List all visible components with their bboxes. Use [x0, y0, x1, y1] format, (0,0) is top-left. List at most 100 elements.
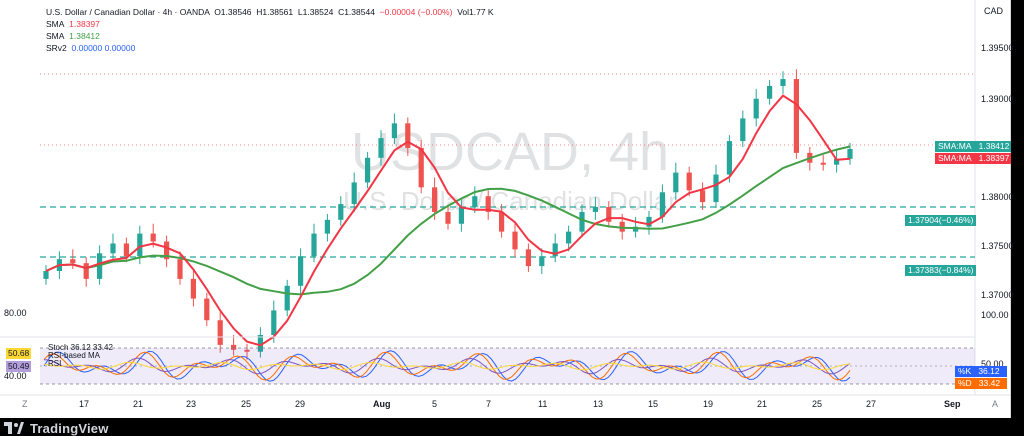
candle-body [231, 344, 237, 350]
candle-body [70, 259, 76, 264]
candle-body [539, 256, 545, 267]
candle-body [164, 241, 170, 260]
candle-body [713, 174, 719, 203]
candle-body [793, 79, 799, 153]
low-value: L1.38524 [297, 7, 334, 17]
indicator-sma-2[interactable]: SMA 1.38412 [46, 31, 100, 41]
high-value: H1.38561 [256, 7, 294, 17]
close-value: C1.38544 [338, 7, 375, 17]
rsi-axis-80: 80.00 [4, 308, 27, 318]
x-axis-label: 15 [648, 399, 659, 409]
price-axis-label: 1.39500 [981, 43, 1014, 53]
candle-body [217, 320, 223, 345]
candle-body [512, 231, 518, 250]
candle-body [244, 349, 250, 352]
candle-body [150, 233, 156, 242]
candle-body [646, 216, 652, 227]
candle-body [700, 190, 706, 203]
price-chart[interactable]: USDCAD, 4hU.S. Dollar / Canadian Dollar [0, 0, 1010, 418]
candle-body [673, 172, 679, 193]
stoch-k-tag: %K 36.12 [955, 366, 1007, 377]
rsi-legend[interactable]: RSI [48, 359, 62, 368]
candle-body [659, 192, 665, 217]
indicator-sma-1[interactable]: SMA 1.38397 [46, 19, 100, 29]
candle-body [579, 211, 585, 232]
candle-body [686, 172, 692, 191]
ohlc-row: U.S. Dollar / Canadian Dollar · 4h · OAN… [46, 6, 494, 18]
candle-body [432, 187, 438, 212]
candle-body [472, 196, 478, 208]
x-axis-label: 29 [295, 399, 306, 409]
rsi-line [43, 357, 851, 375]
sma-fast-line [45, 94, 851, 347]
watermark-title: USDCAD, 4h [351, 122, 669, 182]
candle-body [726, 141, 732, 175]
candle-body [137, 233, 143, 257]
stoch-d-tag: %D 33.42 [955, 378, 1007, 389]
candle-body [257, 335, 263, 352]
candle-body [847, 148, 853, 159]
candle-body [566, 231, 572, 244]
candle-body [123, 243, 129, 257]
x-axis-label: 25 [241, 399, 252, 409]
tradingview-icon [4, 422, 24, 434]
candle-body [485, 196, 491, 212]
candle-body [552, 243, 558, 257]
candle-body [177, 259, 183, 279]
candle-body [365, 157, 371, 183]
candle-body [740, 118, 746, 142]
candle-body [633, 226, 639, 232]
candle-body [458, 207, 464, 224]
rsi-badge-2: 50.49 [6, 361, 32, 372]
rsi-axis-100: 100.00 [981, 310, 1009, 320]
stoch-legend[interactable]: Stoch 36.12 33.42 [48, 343, 113, 352]
candle-body [271, 310, 277, 335]
x-axis-label: 25 [812, 399, 823, 409]
candle-body [391, 123, 397, 139]
price-axis-label: 1.37000 [981, 290, 1014, 300]
x-axis-label: 21 [757, 399, 768, 409]
z-button[interactable]: Z [22, 399, 28, 409]
candle-body [298, 256, 304, 286]
candle-body [190, 278, 196, 299]
x-axis-label: 27 [866, 399, 877, 409]
x-axis-label: 17 [79, 399, 90, 409]
candle-body [780, 79, 786, 86]
candle-body [311, 233, 317, 257]
candle-body [83, 263, 89, 279]
x-axis-label: 7 [486, 399, 492, 409]
support-level-tag-2: 1.37383(−0.84%) [905, 265, 977, 276]
candle-body [324, 219, 330, 234]
candle-body [619, 221, 625, 232]
price-axis-label: 1.39000 [981, 94, 1014, 104]
rsi-axis-40: 40.00 [4, 371, 27, 381]
candle-body [378, 138, 384, 158]
candle-body [338, 204, 344, 220]
candle-body [110, 243, 116, 254]
rsi-axis-50: 50.00 [981, 359, 1004, 369]
candle-body [767, 85, 773, 99]
candle-body [351, 182, 357, 205]
price-axis-label: 1.37500 [981, 241, 1014, 251]
sma-slow-line [45, 145, 851, 296]
symbol-title[interactable]: U.S. Dollar / Canadian Dollar · 4h · OAN… [46, 7, 210, 17]
rsi-badge-1: 50.68 [6, 348, 32, 359]
x-axis-label: 21 [133, 399, 144, 409]
price-axis-label: 1.38000 [981, 192, 1014, 202]
rsi-based-legend[interactable]: RSI-based MA [48, 351, 101, 360]
sma-ma-tag-green: SMA:MA 1.38412 [935, 141, 1011, 152]
rsi-ma-line [43, 361, 851, 371]
indicator-srv2[interactable]: SRv2 0.00000 0.00000 [46, 43, 136, 53]
candle-body [284, 285, 290, 311]
a-button[interactable]: A [992, 399, 999, 409]
candle-body [753, 98, 759, 119]
chart-pane[interactable]: USDCAD, 4h U.S. Dollar / Canadian Dollar … [0, 0, 1014, 418]
candle-body [592, 207, 598, 212]
x-axis-label: 13 [593, 399, 604, 409]
tradingview-logo[interactable]: TradingView [4, 421, 109, 436]
currency-label[interactable]: CAD [984, 6, 1004, 16]
candle-body [820, 162, 826, 165]
candle-body [418, 147, 424, 188]
x-axis-label: 23 [186, 399, 197, 409]
